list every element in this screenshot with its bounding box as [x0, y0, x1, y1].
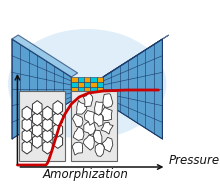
Polygon shape: [53, 134, 62, 148]
Polygon shape: [103, 39, 162, 139]
Bar: [97, 87, 103, 91]
Bar: [71, 82, 78, 87]
Polygon shape: [103, 94, 113, 107]
Bar: [84, 91, 90, 96]
Polygon shape: [95, 101, 104, 115]
Polygon shape: [72, 142, 82, 155]
Polygon shape: [32, 112, 42, 126]
Bar: [71, 77, 78, 82]
Bar: [78, 82, 84, 87]
Text: Pressure: Pressure: [169, 154, 220, 167]
Polygon shape: [83, 135, 94, 150]
Polygon shape: [12, 35, 78, 77]
Polygon shape: [103, 35, 169, 77]
Ellipse shape: [8, 29, 166, 139]
Bar: [84, 77, 90, 82]
Bar: [71, 87, 78, 91]
Bar: [78, 91, 84, 96]
Polygon shape: [43, 140, 52, 154]
Polygon shape: [101, 122, 113, 134]
Bar: [78, 96, 84, 101]
Bar: [71, 96, 78, 101]
Polygon shape: [32, 134, 42, 148]
Polygon shape: [93, 130, 102, 144]
Polygon shape: [77, 100, 87, 114]
Bar: [84, 96, 90, 101]
Polygon shape: [22, 106, 32, 120]
Bar: [71, 91, 78, 96]
Polygon shape: [72, 114, 83, 127]
Polygon shape: [12, 39, 71, 139]
Polygon shape: [22, 129, 32, 143]
Bar: [97, 91, 103, 96]
Polygon shape: [95, 143, 104, 156]
Text: Amorphization: Amorphization: [43, 168, 128, 181]
Polygon shape: [32, 123, 42, 137]
Bar: [78, 77, 84, 82]
Polygon shape: [84, 122, 95, 135]
Bar: [84, 82, 90, 87]
Bar: [90, 82, 97, 87]
Polygon shape: [43, 118, 52, 132]
Polygon shape: [83, 92, 93, 107]
Bar: [84, 87, 90, 91]
Bar: [97, 77, 103, 82]
Polygon shape: [22, 118, 32, 132]
Polygon shape: [32, 101, 42, 115]
Polygon shape: [53, 112, 62, 126]
Polygon shape: [53, 123, 62, 137]
Polygon shape: [84, 111, 97, 125]
Bar: [90, 91, 97, 96]
Bar: [90, 77, 97, 82]
Polygon shape: [101, 107, 112, 121]
Polygon shape: [102, 137, 113, 152]
Bar: [97, 82, 103, 87]
Polygon shape: [43, 129, 52, 143]
Polygon shape: [22, 140, 32, 154]
Bar: [97, 96, 103, 101]
Polygon shape: [43, 106, 52, 120]
Bar: [71, 91, 117, 161]
Polygon shape: [53, 101, 62, 115]
Polygon shape: [94, 113, 103, 126]
Bar: [78, 87, 84, 91]
Bar: [90, 87, 97, 91]
Bar: [90, 96, 97, 101]
Polygon shape: [73, 127, 84, 140]
Bar: [19, 91, 65, 161]
